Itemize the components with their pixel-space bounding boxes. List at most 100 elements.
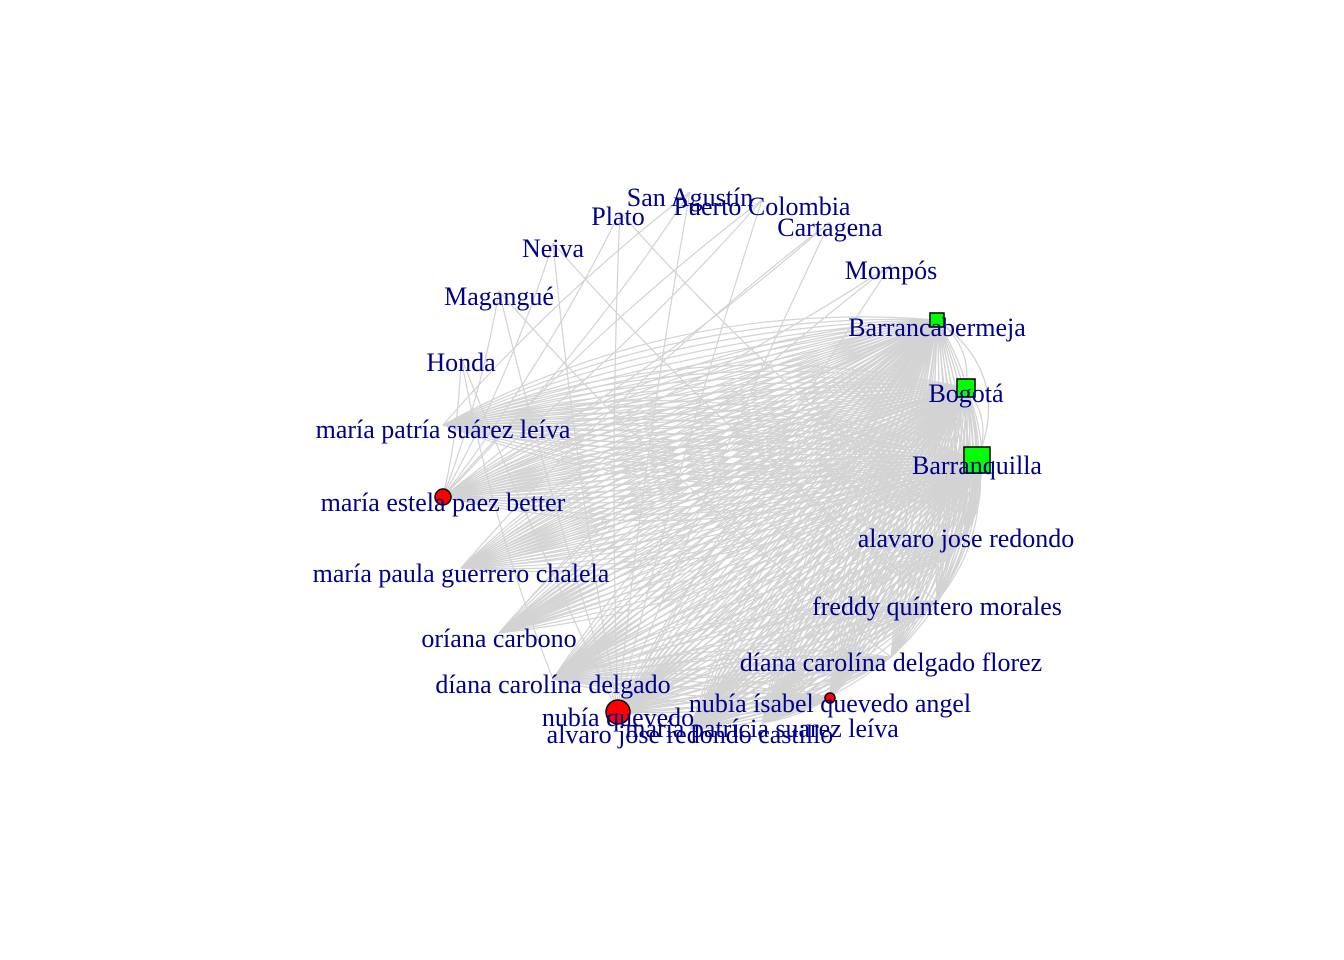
- edge-273: [498, 459, 978, 634]
- edge-93: [460, 387, 967, 569]
- edge-201: [761, 319, 938, 724]
- edge-79: [460, 319, 938, 569]
- edge-272: [498, 459, 978, 634]
- edge-83: [460, 319, 938, 569]
- edge-402: [689, 600, 938, 730]
- node-nubia-quevedo: [605, 699, 631, 725]
- edge-254: [498, 319, 938, 634]
- edge-379: [617, 600, 938, 713]
- label-nubia-isabel: nubía ísabel quevedo angel: [689, 689, 971, 718]
- edge-227: [552, 319, 938, 680]
- edge-270: [498, 459, 978, 634]
- edge-380: [617, 600, 938, 713]
- edge-401: [689, 600, 938, 730]
- label-maria-paula: maría paula guerrero chalela: [313, 559, 610, 588]
- edge-345: [442, 199, 763, 498]
- edge-263: [498, 387, 967, 634]
- edge-348: [619, 211, 967, 534]
- edge-244: [552, 459, 978, 680]
- label-barranquilla: Barranquilla: [912, 451, 1042, 480]
- label-maria-estela: maría estela paez better: [321, 488, 566, 517]
- edge-352: [442, 221, 831, 498]
- edge-84: [460, 319, 938, 569]
- edge-321: [890, 319, 938, 658]
- edge-363: [460, 356, 554, 680]
- edge-265: [498, 387, 967, 634]
- edge-355: [442, 242, 554, 498]
- label-diana-delgado: díana carolína delgado: [435, 670, 670, 699]
- edge-231: [552, 319, 938, 680]
- label-barrancabermeja: Barrancabermeja: [848, 313, 1026, 342]
- label-alavaro: alavaro jose redondo: [858, 524, 1075, 553]
- label-maria-patria: maría patría suárez leíva: [316, 415, 571, 444]
- edge-266: [498, 387, 967, 634]
- edge-117: [617, 319, 938, 713]
- edge-439: [552, 600, 938, 680]
- label-san-agustin: San Agustín: [627, 183, 753, 212]
- edge-122: [617, 319, 938, 713]
- edge-229: [552, 319, 938, 680]
- edge-446: [552, 532, 967, 680]
- edge-41: [442, 319, 938, 498]
- edge-364: [442, 356, 462, 498]
- label-plato: Plato: [591, 202, 644, 231]
- edge-387: [617, 532, 967, 713]
- edge-260: [498, 319, 938, 634]
- edge-340: [890, 459, 978, 658]
- edge-360: [498, 290, 892, 658]
- label-oriana: oríana carbono: [421, 624, 576, 653]
- node-layer: [434, 312, 991, 725]
- label-diana-florez: díana carolína delgado florez: [740, 648, 1042, 677]
- node-bogota: [956, 378, 976, 398]
- edge-264: [498, 387, 967, 634]
- node-nubia-isabel: [824, 692, 836, 704]
- node-maria-estela: [434, 488, 452, 506]
- edge-277: [498, 459, 978, 634]
- edge-368: [936, 319, 990, 461]
- edge-441: [552, 600, 938, 680]
- edge-362: [498, 290, 619, 713]
- edge-365: [460, 356, 619, 713]
- edge-423: [761, 600, 938, 724]
- edge-413: [761, 697, 831, 724]
- edge-420: [761, 600, 938, 724]
- edge-421: [761, 600, 938, 724]
- label-bogota: Bogotá: [928, 379, 1004, 408]
- edge-230: [552, 319, 938, 680]
- edge-39: [442, 319, 938, 498]
- edge-133: [617, 387, 967, 713]
- edge-428: [761, 532, 967, 724]
- label-maria-patricia: maría patrícia suarez leíva: [625, 714, 899, 743]
- edge-432: [552, 678, 831, 700]
- edge-440: [552, 600, 938, 680]
- edge-343: [442, 191, 691, 498]
- edge-357: [498, 264, 892, 634]
- edge-339: [890, 459, 978, 658]
- edge-261: [498, 387, 967, 634]
- node-barranquilla: [963, 446, 991, 474]
- edge-252: [498, 319, 938, 634]
- edge-253: [498, 319, 938, 634]
- edge-232: [552, 319, 938, 680]
- edge-1: [442, 318, 938, 426]
- edge-255: [498, 319, 938, 634]
- edge-436: [552, 656, 892, 680]
- edge-448: [552, 532, 967, 680]
- edge-447: [552, 532, 967, 680]
- edge-341: [890, 459, 978, 658]
- edge-91: [460, 387, 967, 569]
- edge-437: [552, 656, 892, 681]
- edge-202: [761, 319, 938, 724]
- edge-434: [552, 648, 892, 680]
- edge-419: [761, 600, 938, 724]
- label-honda: Honda: [426, 348, 496, 377]
- edge-351: [460, 221, 831, 569]
- edge-262: [498, 387, 967, 634]
- edge-81: [460, 319, 938, 569]
- edge-408: [689, 532, 967, 730]
- edge-258: [498, 319, 938, 634]
- node-barrancabermeja: [929, 312, 945, 328]
